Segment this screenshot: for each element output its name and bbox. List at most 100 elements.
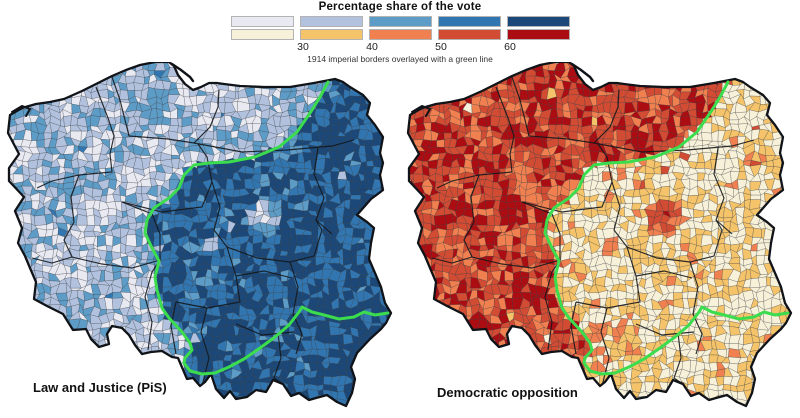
municipality-cell bbox=[644, 334, 657, 344]
voivodeship-border bbox=[463, 174, 561, 269]
voivodeship-borders bbox=[431, 76, 755, 387]
municipality-cell bbox=[504, 234, 514, 247]
szczecin-lagoon-coast bbox=[411, 104, 432, 117]
voivodeship-border bbox=[600, 307, 610, 387]
municipality-cell bbox=[281, 291, 289, 299]
municipality-cell bbox=[36, 139, 45, 148]
municipality-cell bbox=[202, 250, 213, 257]
municipality-cell bbox=[752, 227, 762, 238]
pis-map-canvas bbox=[6, 62, 393, 408]
legend-title: Percentage share of the vote bbox=[318, 1, 482, 13]
legend-swatch-row-blue bbox=[231, 16, 570, 27]
municipality-cell bbox=[476, 213, 488, 226]
legend-swatch-blue-1 bbox=[231, 16, 294, 27]
legend-swatch-blue-3 bbox=[369, 16, 432, 27]
municipality-cell bbox=[125, 234, 137, 247]
voivodeship-border bbox=[31, 256, 73, 264]
municipality-cell bbox=[514, 151, 524, 164]
municipality-cell bbox=[268, 304, 274, 315]
municipality-cell bbox=[170, 118, 179, 126]
imperial-border-1914-line bbox=[543, 80, 790, 376]
municipality-cell bbox=[119, 89, 129, 100]
country-border bbox=[6, 62, 393, 408]
municipality-cell bbox=[140, 178, 152, 188]
municipality-cell bbox=[216, 129, 227, 142]
voivodeship-border bbox=[121, 143, 213, 213]
voivodeship-border bbox=[511, 76, 620, 144]
voivodeship-border bbox=[689, 261, 703, 355]
municipality-cell bbox=[770, 333, 782, 346]
szczecin-lagoon-coast bbox=[11, 104, 32, 117]
municipality-cell bbox=[701, 132, 713, 142]
municipality-cell bbox=[668, 304, 674, 315]
municipality-cell bbox=[519, 89, 529, 100]
imperial-border-1914-line bbox=[143, 80, 390, 376]
municipality-cell bbox=[681, 291, 689, 299]
municipality-cell bbox=[602, 227, 615, 240]
municipality-cell bbox=[22, 213, 32, 225]
municipality-cell bbox=[119, 195, 127, 202]
municipality-cell bbox=[497, 234, 507, 247]
voivodeship-border bbox=[235, 270, 293, 279]
voivodeship-border bbox=[211, 181, 323, 263]
municipality-cell bbox=[92, 161, 100, 170]
legend-swatch-red-4 bbox=[438, 29, 501, 40]
legend-tick-30: 30 bbox=[297, 41, 309, 53]
municipality-cell bbox=[729, 119, 740, 125]
municipality-cell bbox=[654, 87, 662, 96]
map-label-opposition: Democratic opposition bbox=[437, 385, 578, 400]
municipality-cell bbox=[602, 250, 613, 257]
municipality-cell bbox=[673, 355, 684, 362]
voivodeship-border bbox=[111, 76, 220, 144]
voivodeship-border bbox=[193, 139, 355, 153]
municipality-cells bbox=[8, 62, 391, 406]
municipality-cell bbox=[183, 105, 193, 112]
municipality-cell bbox=[171, 158, 180, 169]
legend-tick-50: 50 bbox=[435, 41, 447, 53]
municipality-cell bbox=[486, 214, 496, 226]
voivodeship-border bbox=[635, 323, 695, 336]
municipality-cell bbox=[244, 334, 257, 344]
municipality-cell bbox=[497, 83, 509, 91]
municipality-cell bbox=[16, 254, 26, 265]
legend-swatch-row-red bbox=[231, 29, 570, 40]
municipality-cell bbox=[104, 234, 114, 247]
voivodeship-border bbox=[36, 86, 115, 189]
legend-ticks: 30 40 50 60 bbox=[0, 41, 800, 53]
municipality-cell bbox=[525, 234, 537, 247]
municipality-cell bbox=[33, 214, 47, 226]
municipality-cell bbox=[114, 151, 124, 164]
municipality-cell bbox=[230, 130, 239, 139]
map-label-pis: Law and Justice (PiS) bbox=[33, 380, 167, 395]
municipality-cell bbox=[630, 130, 639, 139]
municipality-cell bbox=[182, 87, 190, 98]
voivodeship-border bbox=[175, 246, 241, 309]
voivodeship-borders bbox=[31, 76, 355, 387]
municipality-cell bbox=[583, 105, 593, 112]
municipality-cell bbox=[715, 157, 726, 170]
municipality-cell bbox=[617, 265, 628, 274]
municipality-cell bbox=[254, 87, 262, 96]
municipality-cell bbox=[679, 115, 692, 127]
municipality-cell bbox=[519, 195, 527, 202]
municipality-cell bbox=[225, 350, 234, 356]
voivodeship-border bbox=[235, 323, 295, 336]
municipality-cell bbox=[107, 208, 117, 216]
municipality-cell bbox=[73, 81, 82, 92]
municipality-cell bbox=[571, 158, 580, 169]
municipality-cell bbox=[675, 229, 682, 236]
voivodeship-border bbox=[635, 270, 693, 279]
voivodeship-border bbox=[570, 301, 577, 355]
legend-swatch-red-2 bbox=[300, 29, 363, 40]
voivodeship-border bbox=[170, 301, 177, 355]
municipality-cell bbox=[644, 375, 655, 383]
municipality-cell bbox=[350, 194, 362, 200]
municipality-cell bbox=[244, 375, 255, 383]
municipality-cell bbox=[507, 208, 517, 216]
municipality-cell bbox=[273, 355, 284, 362]
legend-swatch-blue-4 bbox=[438, 16, 501, 27]
municipality-cell bbox=[416, 254, 426, 265]
municipality-cell bbox=[27, 159, 39, 169]
municipality-cell bbox=[582, 87, 590, 98]
